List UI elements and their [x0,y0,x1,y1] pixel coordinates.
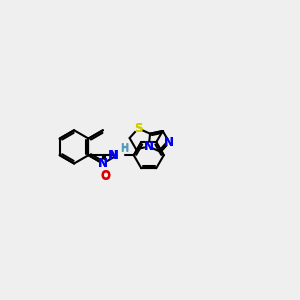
Text: O: O [100,169,110,182]
Text: N: N [98,157,108,170]
Text: H: H [120,144,128,154]
Text: S: S [134,122,142,135]
Text: N: N [109,149,118,162]
Circle shape [115,151,124,159]
Circle shape [146,143,152,150]
Text: N: N [144,140,154,153]
Text: N: N [164,136,174,149]
Text: S: S [134,122,142,135]
Text: N: N [164,136,174,149]
Text: H: H [121,143,129,153]
Text: N: N [98,157,108,170]
Text: O: O [100,169,110,182]
Circle shape [135,125,142,132]
Circle shape [102,164,108,170]
Text: N: N [144,140,154,153]
Circle shape [100,160,106,167]
Circle shape [166,139,172,146]
Text: N: N [108,149,118,162]
